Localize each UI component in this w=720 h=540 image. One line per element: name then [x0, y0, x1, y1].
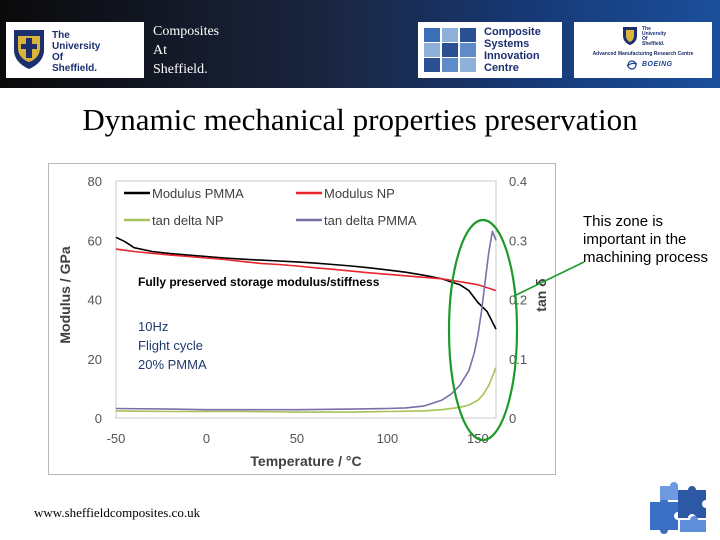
x-tick-label: 100: [377, 431, 399, 446]
y2-axis-label: tan δ: [533, 278, 549, 311]
annotation-text: Fully preserved storage modulus/stiffnes…: [138, 275, 380, 289]
series-line: [115, 230, 497, 411]
side-note: This zone is important in the machining …: [583, 213, 709, 266]
y-tick-label: 60: [88, 233, 102, 248]
pointer-line: [513, 261, 585, 297]
csic-name-line: Composite: [484, 26, 541, 38]
university-line: University: [52, 41, 101, 52]
y2-tick-label: 0.2: [509, 293, 527, 308]
annotation-text: 20% PMMA: [138, 357, 207, 372]
y-axis-label: Modulus / GPa: [57, 246, 73, 343]
x-axis-label: Temperature / °C: [250, 453, 361, 469]
university-line: Of: [52, 52, 64, 63]
university-of-sheffield-logo: The University Of Sheffield.: [6, 22, 144, 78]
legend-entry: Modulus NP: [324, 186, 395, 201]
csic-name-line: Centre: [484, 62, 519, 74]
amrc-university-line: Sheffield.: [642, 41, 665, 47]
university-line: The: [52, 30, 70, 41]
amrc-name: Advanced Manufacturing Research Centre: [592, 51, 694, 57]
chart-frame: [48, 163, 556, 475]
header-band: The University Of Sheffield. Composites …: [0, 0, 720, 88]
slide-title: Dynamic mechanical properties preservati…: [82, 102, 638, 137]
header-title-line: Sheffield.: [153, 62, 208, 77]
header-title-line: Composites: [153, 24, 220, 39]
legend-entry: tan delta PMMA: [324, 213, 417, 228]
legend-entry: Modulus PMMA: [152, 186, 244, 201]
amrc-logo: The University Of Sheffield. Advanced Ma…: [574, 22, 712, 78]
y-tick-label: 80: [88, 174, 102, 189]
footer-url: www.sheffieldcomposites.co.uk: [34, 505, 201, 520]
boeing-icon: [626, 60, 638, 70]
amrc-university-line: Of: [642, 36, 648, 42]
csic-blocks-icon: [424, 28, 476, 72]
y2-tick-label: 0.1: [509, 352, 527, 367]
y-tick-label: 40: [88, 293, 102, 308]
series-line: [115, 248, 497, 292]
y-tick-label: 20: [88, 352, 102, 367]
x-tick-label: -50: [107, 431, 126, 446]
y2-tick-label: 0.4: [509, 174, 527, 189]
plot-area: [115, 180, 497, 419]
annotation-text: 10Hz: [138, 319, 168, 334]
csic-logo: Composite Systems Innovation Centre: [418, 22, 562, 78]
highlight-ellipse: [447, 218, 519, 442]
amrc-university-line: The: [642, 26, 651, 32]
shield-icon: [623, 27, 637, 45]
annotation-text: Flight cycle: [138, 338, 203, 353]
shield-icon: [14, 30, 44, 69]
series-line: [115, 367, 497, 413]
y-tick-label: 0: [95, 411, 102, 426]
x-tick-label: 50: [290, 431, 304, 446]
puzzle-icon: [650, 482, 706, 534]
amrc-partner: BOEING: [642, 61, 673, 68]
x-tick-label: 0: [203, 431, 210, 446]
header-title-line: At: [153, 43, 167, 58]
y2-tick-label: 0.3: [509, 233, 527, 248]
legend-entry: tan delta NP: [152, 213, 224, 228]
series-line: [115, 236, 497, 330]
y2-tick-label: 0: [509, 411, 516, 426]
amrc-university-line: University: [642, 31, 667, 37]
university-line: Sheffield.: [52, 63, 98, 74]
csic-name-line: Systems: [484, 38, 530, 50]
csic-name-line: Innovation: [484, 50, 540, 62]
